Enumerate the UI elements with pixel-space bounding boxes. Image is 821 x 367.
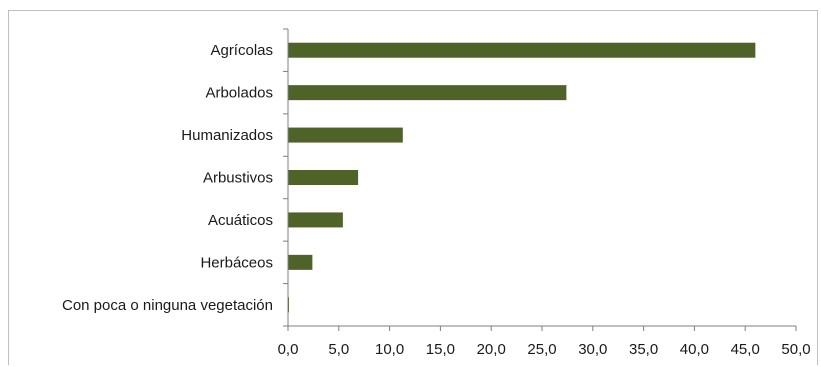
x-tick-label: 5,0 — [328, 341, 349, 358]
category-label: Herbáceos — [200, 254, 273, 271]
x-tick-label: 10,0 — [375, 341, 404, 358]
bar — [288, 297, 290, 313]
category-label: Arbolados — [205, 85, 273, 102]
x-tick-label: 40,0 — [680, 341, 709, 358]
bar — [288, 212, 343, 228]
category-label: Agrícolas — [210, 42, 273, 59]
category-labels: Agrícolas Arbolados Humanizados Arbustivos A… — [62, 42, 273, 314]
bar — [288, 170, 359, 185]
bar — [288, 42, 756, 58]
bar — [288, 127, 403, 143]
axes — [283, 28, 797, 331]
x-tick-label: 0,0 — [278, 341, 299, 358]
bar — [288, 254, 313, 270]
category-label: Humanizados — [181, 127, 273, 144]
category-label: Acuáticos — [208, 212, 273, 229]
x-tick-label: 20,0 — [477, 341, 506, 358]
x-tick-label: 25,0 — [527, 341, 556, 358]
x-tick-label: 50,0 — [781, 341, 810, 358]
x-tick-labels: 0,0 5,0 10,0 15,0 20,0 25,0 30,0 35,0 40,0 45,0 50… — [278, 341, 811, 358]
category-label: Arbustivos — [203, 170, 273, 187]
x-tick-label: 45,0 — [731, 341, 760, 358]
x-tick-label: 30,0 — [578, 341, 607, 358]
x-tick-label: 35,0 — [629, 341, 658, 358]
x-tick-label: 15,0 — [426, 341, 455, 358]
bar — [288, 85, 567, 101]
bars — [288, 42, 756, 313]
chart-frame — [8, 10, 818, 365]
category-label: Con poca o ninguna vegetación — [62, 297, 273, 314]
